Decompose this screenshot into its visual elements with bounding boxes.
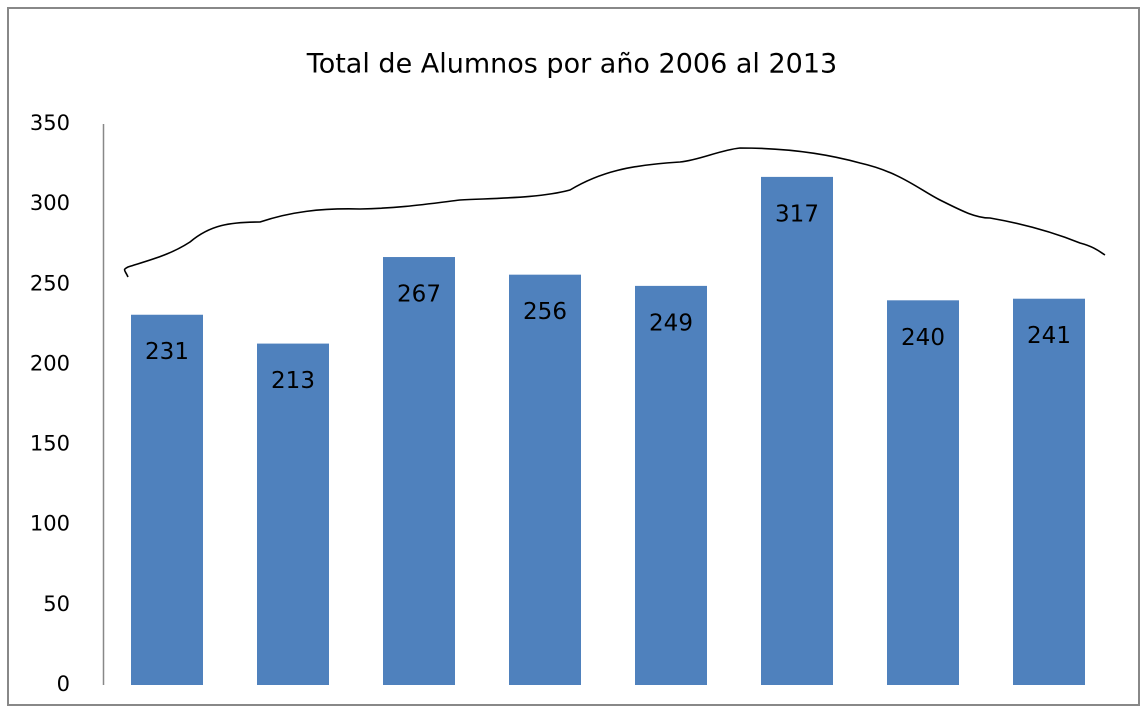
data-label: 256 xyxy=(523,299,567,325)
y-tick-label: 200 xyxy=(30,351,70,375)
y-tick-label: 250 xyxy=(30,271,70,295)
y-tick-label: 300 xyxy=(30,191,70,215)
bar xyxy=(635,285,707,685)
y-tick-label: 0 xyxy=(57,672,70,696)
bar xyxy=(383,257,455,685)
data-label: 241 xyxy=(1027,323,1071,349)
bar xyxy=(131,314,203,685)
y-tick-label: 50 xyxy=(43,592,70,616)
data-label: 317 xyxy=(775,201,819,227)
y-tick-label: 350 xyxy=(30,111,70,135)
y-tick-label: 100 xyxy=(30,512,70,536)
bar xyxy=(509,274,581,685)
data-label: 240 xyxy=(901,325,945,351)
data-label: 231 xyxy=(145,339,189,365)
data-label: 213 xyxy=(271,368,315,394)
bar xyxy=(761,176,833,685)
data-label: 267 xyxy=(397,282,441,308)
data-label: 249 xyxy=(649,310,693,336)
bar xyxy=(1013,298,1085,685)
chart-title: Total de Alumnos por año 2006 al 2013 xyxy=(306,49,837,80)
hand-drawn-curve xyxy=(123,147,1106,278)
bar xyxy=(887,300,959,685)
y-tick-label: 150 xyxy=(30,432,70,456)
bar xyxy=(257,343,329,685)
